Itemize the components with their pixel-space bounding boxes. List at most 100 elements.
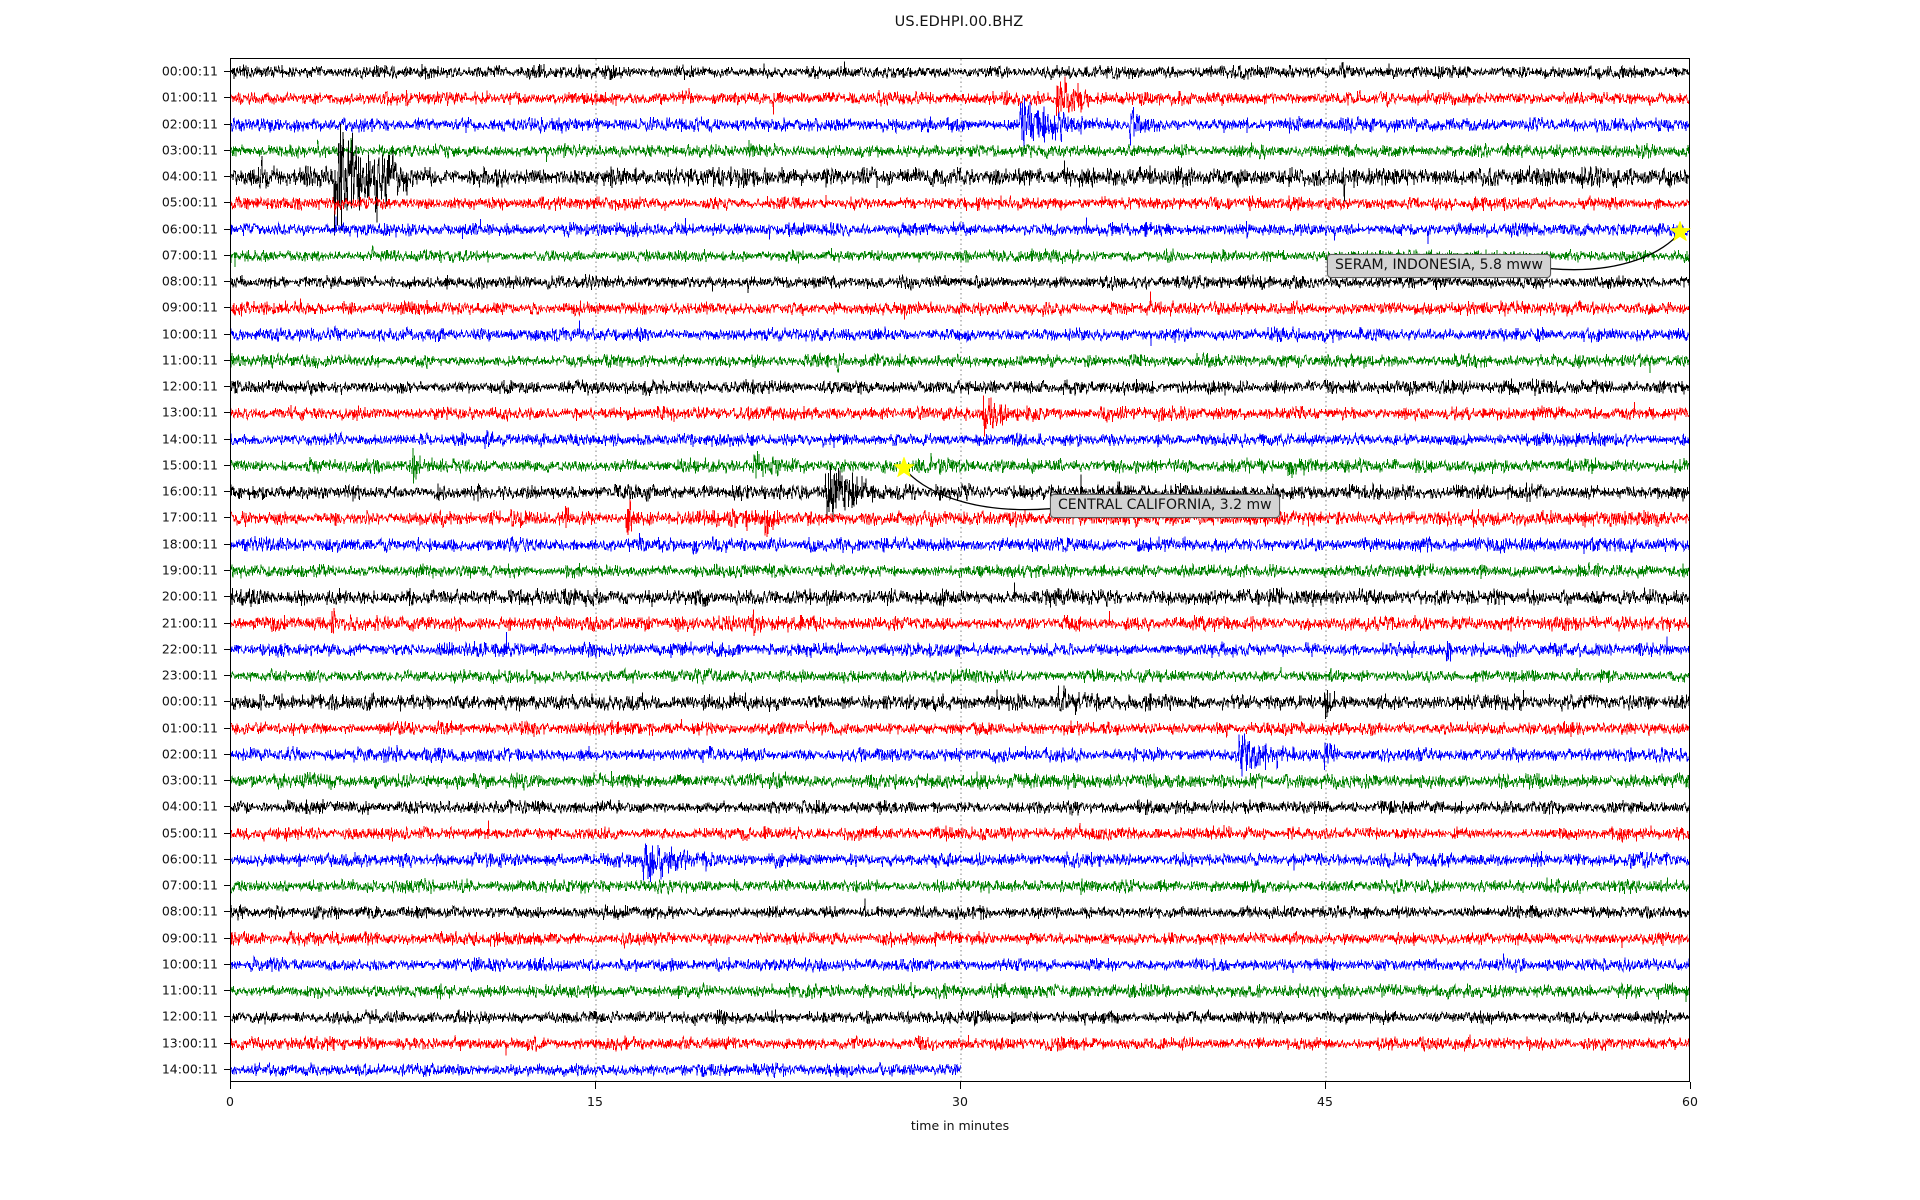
y-tick-label: 09:00:11	[161, 299, 218, 315]
trace-line	[231, 351, 1689, 374]
plot-area	[223, 58, 1690, 1082]
trace-line	[231, 395, 1689, 437]
y-tick-label: 10:00:11	[161, 326, 218, 342]
y-tick-mark	[223, 911, 230, 913]
x-tick-mark	[230, 1082, 231, 1089]
y-tick-mark	[223, 123, 230, 125]
trace-line	[231, 608, 1689, 636]
y-tick-mark	[223, 622, 230, 624]
trace-line	[231, 61, 1689, 81]
y-tick-mark	[223, 333, 230, 335]
y-tick-mark	[223, 543, 230, 545]
annotation-central-california[interactable]: CENTRAL CALIFORNIA, 3.2 mw	[1050, 494, 1280, 518]
y-tick-label: 15:00:11	[161, 457, 218, 473]
x-tick-label: 15	[587, 1094, 603, 1109]
trace-line	[231, 499, 1689, 537]
x-axis-label: time in minutes	[910, 1118, 1010, 1133]
y-tick-label: 05:00:11	[161, 194, 218, 210]
y-tick-label: 19:00:11	[161, 562, 218, 578]
y-tick-mark	[223, 202, 230, 204]
trace-line	[231, 898, 1689, 921]
trace-line	[231, 820, 1689, 843]
y-tick-label: 06:00:11	[161, 851, 218, 867]
y-tick-label: 04:00:11	[161, 168, 218, 184]
y-tick-mark	[223, 517, 230, 519]
y-tick-label: 21:00:11	[161, 615, 218, 630]
trace-line	[231, 76, 1689, 118]
y-tick-mark	[223, 675, 230, 677]
trace-line	[231, 632, 1689, 662]
x-tick-label: 45	[1317, 1094, 1333, 1109]
trace-line	[231, 1034, 1689, 1056]
x-tick-mark	[595, 1082, 596, 1089]
y-tick-mark	[223, 753, 230, 755]
y-tick-mark	[223, 570, 230, 571]
trace-line	[231, 582, 1689, 608]
trace-line	[231, 320, 1689, 347]
trace-line	[231, 533, 1689, 555]
y-tick-label: 14:00:11	[161, 431, 218, 447]
y-tick-label: 08:00:11	[161, 273, 218, 289]
y-tick-label: 02:00:11	[161, 116, 218, 132]
annotation-seram[interactable]: SERAM, INDONESIA, 5.8 mww	[1327, 254, 1551, 278]
y-tick-mark	[223, 596, 230, 598]
trace-line	[231, 273, 1689, 293]
y-tick-label: 20:00:11	[161, 588, 218, 604]
y-tick-label: 08:00:11	[161, 903, 218, 919]
y-tick-mark	[223, 412, 230, 414]
y-tick-label: 12:00:11	[161, 378, 218, 394]
y-tick-mark	[223, 71, 230, 73]
y-tick-mark	[223, 806, 230, 808]
y-tick-label: 06:00:11	[161, 221, 218, 237]
y-tick-mark	[223, 281, 230, 283]
y-tick-label: 03:00:11	[161, 142, 218, 158]
x-tick-label: 0	[226, 1094, 234, 1109]
y-axis-tick-labels: 00:00:11 01:00:11 02:00:11 03:00:11 04:00:11…	[0, 58, 218, 1082]
y-tick-mark	[223, 176, 230, 178]
y-tick-mark	[223, 727, 230, 729]
y-tick-label: 11:00:11	[161, 352, 218, 368]
trace-line	[231, 97, 1689, 150]
x-axis: 0 15 30 45 60	[226, 1082, 1698, 1132]
y-tick-mark	[223, 97, 230, 99]
trace-line	[231, 685, 1689, 720]
y-tick-mark	[223, 1016, 230, 1018]
y-tick-label: 10:00:11	[161, 956, 218, 972]
trace-line	[231, 123, 1689, 236]
y-tick-label: 13:00:11	[161, 404, 218, 420]
y-tick-mark	[223, 307, 230, 309]
trace-line	[231, 378, 1689, 397]
y-tick-label: 12:00:11	[161, 1008, 218, 1024]
y-tick-mark	[223, 438, 230, 440]
y-tick-mark	[223, 648, 230, 650]
y-tick-mark	[223, 1068, 230, 1070]
trace-line	[231, 138, 1689, 163]
y-tick-mark	[223, 832, 230, 834]
y-tick-label: 03:00:11	[161, 772, 218, 788]
trace-line	[231, 666, 1689, 685]
y-tick-mark	[223, 963, 230, 965]
y-tick-label: 22:00:11	[161, 641, 218, 657]
trace-line	[231, 981, 1689, 1003]
y-tick-mark	[223, 359, 230, 361]
trace-line	[231, 930, 1689, 949]
trace-line	[231, 733, 1689, 777]
trace-line	[231, 798, 1689, 816]
x-tick-mark	[1690, 1082, 1691, 1089]
y-tick-label: 07:00:11	[161, 877, 218, 893]
y-tick-label: 07:00:11	[161, 247, 218, 263]
y-tick-label: 04:00:11	[161, 798, 218, 814]
y-tick-mark	[223, 990, 230, 992]
trace-line	[231, 719, 1689, 739]
x-tick-label: 30	[952, 1094, 968, 1109]
trace-line	[231, 216, 1689, 245]
trace-line	[231, 843, 1689, 883]
y-tick-mark	[223, 491, 230, 493]
y-tick-mark	[223, 701, 230, 703]
y-tick-label: 16:00:11	[161, 483, 218, 499]
y-tick-mark	[223, 885, 230, 887]
y-tick-mark	[223, 937, 230, 939]
y-tick-label: 00:00:11	[161, 63, 218, 79]
y-tick-label: 14:00:11	[161, 1061, 218, 1077]
